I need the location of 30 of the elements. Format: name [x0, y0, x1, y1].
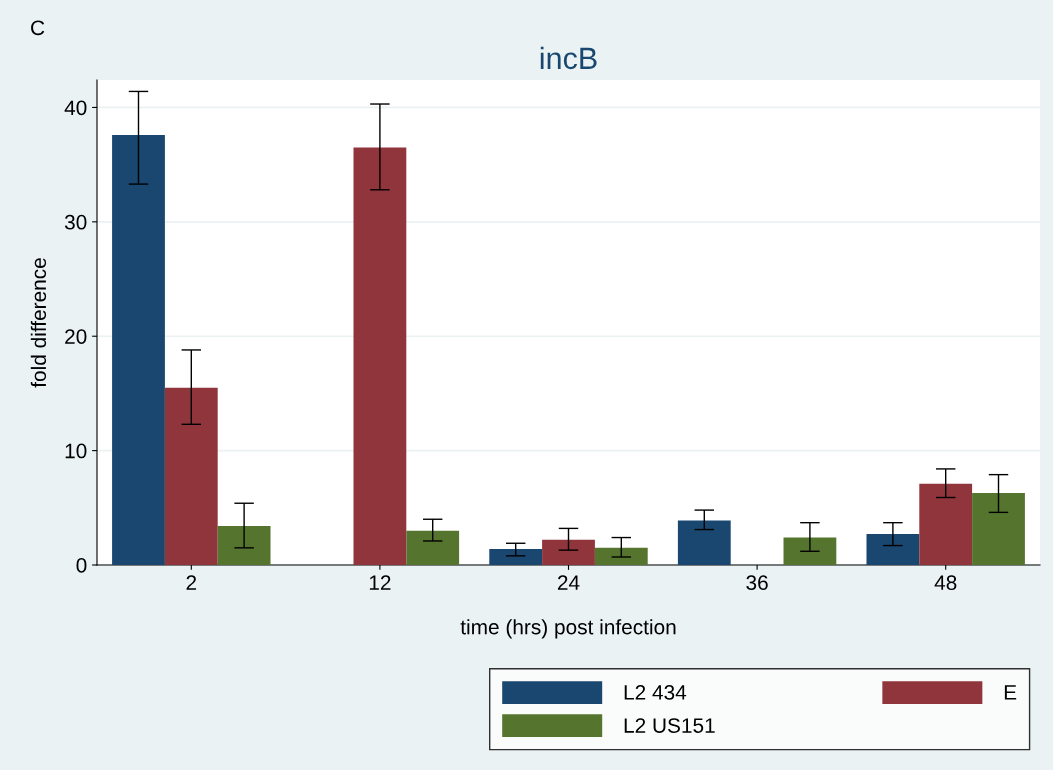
bar [783, 537, 837, 565]
bar [164, 387, 218, 565]
y-tick-label: 40 [64, 100, 87, 116]
bar [972, 492, 1025, 565]
x-tick-label: 36 [746, 575, 768, 591]
bar [919, 483, 973, 565]
x-axis-title: time (hrs) post infection [460, 619, 676, 639]
chart-title: incB [540, 46, 597, 70]
x-tick-label: 48 [934, 575, 957, 591]
bar [406, 530, 460, 565]
text: C [31, 20, 45, 36]
y-tick-label: 0 [76, 558, 87, 573]
x-tick-label: 24 [557, 575, 580, 590]
bar [866, 534, 920, 565]
legend-label: L2 US151 [624, 718, 715, 733]
y-tick-label: 10 [65, 443, 87, 459]
bar [217, 526, 271, 565]
x-tick-label: 2 [186, 575, 197, 590]
bar [542, 539, 595, 565]
y-axis-title: fold difference [30, 258, 47, 388]
bar [594, 547, 648, 565]
bar [112, 134, 165, 565]
legend-label: L2 434 [624, 685, 687, 700]
bar [489, 548, 543, 565]
legend-label: E [1004, 685, 1017, 700]
bar [677, 520, 731, 565]
y-tick-label: 20 [65, 329, 87, 344]
bar [353, 147, 407, 565]
y-tick-label: 30 [64, 214, 87, 230]
x-tick-label: 12 [369, 575, 391, 590]
